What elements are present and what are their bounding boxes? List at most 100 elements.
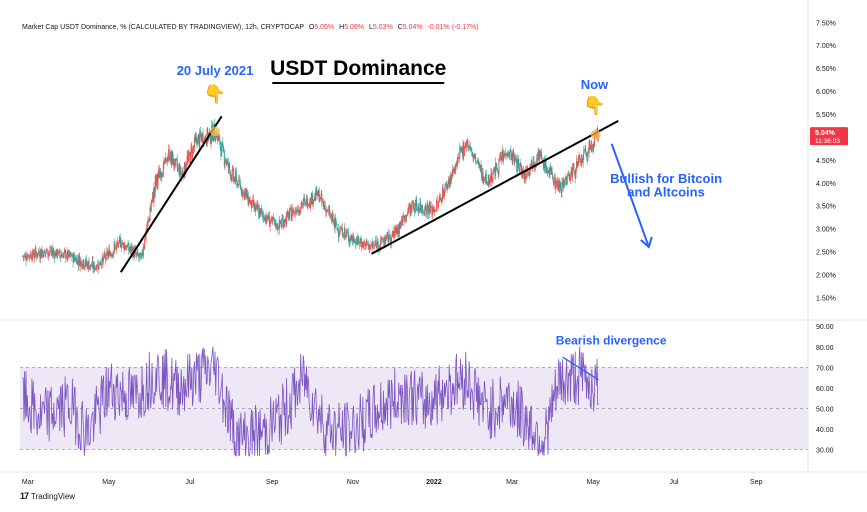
time-tick-label: Nov (347, 479, 360, 486)
candle-body (380, 237, 382, 240)
candle-body (488, 175, 490, 185)
candle-body (387, 232, 389, 243)
candle-body (65, 253, 67, 258)
candle-body (50, 250, 52, 252)
candle-body (272, 217, 274, 221)
candle-body (180, 172, 182, 175)
candle-body (345, 231, 347, 237)
candle-body (506, 154, 508, 156)
candle-body (42, 250, 44, 255)
candle-body (319, 197, 321, 200)
candle-body (234, 178, 236, 183)
tradingview-footer[interactable]: 17 TradingView (20, 491, 75, 501)
candle-body (556, 180, 558, 184)
candle-body (477, 159, 479, 162)
candle-body (406, 214, 408, 216)
candle-body (315, 187, 317, 196)
candle-body (372, 245, 374, 248)
candle-body (189, 151, 191, 163)
candle-body (63, 249, 65, 254)
candle-body (373, 244, 375, 247)
time-tick-label: Jul (185, 479, 194, 486)
candle-body (490, 173, 492, 181)
candle-body (302, 204, 304, 206)
candle-body (524, 171, 526, 179)
candle-body (428, 207, 430, 215)
candle-body (91, 261, 93, 267)
candle-body (48, 252, 50, 256)
candle-body (400, 225, 402, 227)
candle-body (57, 253, 59, 256)
candle-body (523, 170, 525, 179)
candle-body (89, 267, 91, 269)
candle-body (350, 235, 352, 241)
candle-body (365, 240, 367, 246)
candle-body (461, 147, 463, 151)
candle-body (268, 215, 270, 228)
candle-body (195, 136, 197, 141)
candle-body (572, 163, 574, 168)
candle-body (199, 131, 201, 137)
candle-body (319, 199, 321, 202)
candle-body (497, 170, 499, 172)
chart-header: Market Cap USDT Dominance, % (CALCULATED… (22, 24, 479, 31)
candle-body (75, 257, 77, 261)
candle-body (69, 252, 71, 256)
candle-body (542, 160, 544, 169)
candle-body (592, 143, 594, 150)
candle-body (393, 233, 395, 237)
candle-body (171, 151, 173, 164)
candle-body (308, 203, 310, 205)
candle-body (37, 252, 39, 254)
candle-body (127, 244, 129, 246)
price-tick-label: 6.50% (816, 66, 836, 73)
candle-body (355, 241, 357, 242)
candle-body (147, 220, 149, 222)
open-label: O (308, 24, 315, 31)
candle-body (243, 192, 245, 197)
candle-body (60, 254, 62, 259)
candle-body (36, 253, 38, 257)
candle-body (270, 217, 272, 221)
candle-body (284, 220, 286, 222)
candle-body (310, 198, 312, 208)
candle-body (508, 155, 510, 157)
candle-body (579, 159, 581, 163)
candle-body (323, 204, 325, 208)
candle-body (182, 170, 184, 176)
candle-body (88, 261, 90, 269)
candle-body (303, 197, 305, 202)
candle-body (105, 256, 107, 260)
candle-body (439, 197, 441, 200)
candle-body (107, 250, 109, 256)
candle-body (46, 248, 48, 254)
candle-body (536, 158, 538, 165)
candle-body (266, 216, 268, 223)
candle-body (404, 218, 406, 222)
candle-body (412, 200, 414, 209)
candle-body (192, 149, 194, 150)
candle-body (89, 264, 91, 268)
candle-body (161, 172, 163, 177)
candle-body (199, 131, 201, 148)
candle-body (337, 229, 339, 237)
candle-body (58, 250, 60, 253)
candle-body (467, 146, 469, 148)
candle-body (416, 209, 418, 211)
candle-body (230, 175, 232, 177)
candle-body (550, 167, 552, 173)
candle-body (383, 239, 385, 243)
candle-body (263, 217, 265, 219)
candle-body (264, 217, 266, 222)
candle-body (103, 257, 105, 261)
candle-body (552, 173, 554, 179)
candle-body (163, 160, 165, 165)
rsi-tick-label: 30.00 (816, 448, 834, 455)
candle-body (59, 255, 61, 259)
candle-body (377, 240, 379, 248)
candle-body (272, 217, 274, 218)
candle-body (235, 170, 237, 180)
candle-body (479, 163, 481, 168)
candle-body (99, 261, 101, 265)
